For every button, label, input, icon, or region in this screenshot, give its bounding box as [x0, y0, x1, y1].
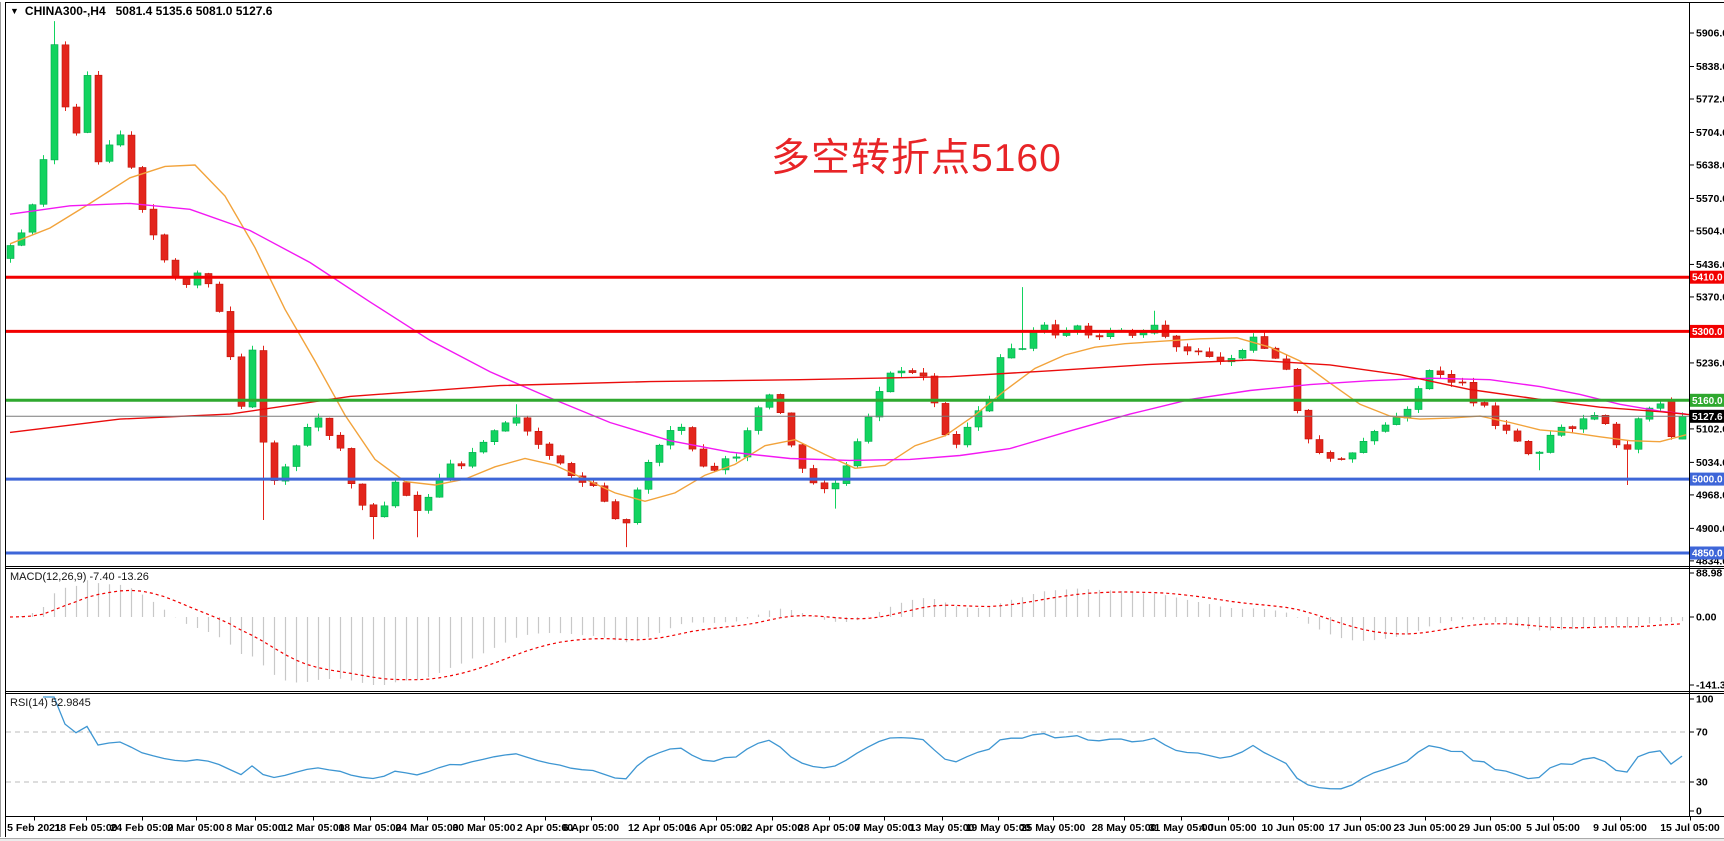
- rsi-value: 52.9845: [50, 697, 91, 709]
- y-axis-label: 5638.0: [1696, 159, 1724, 171]
- price-tag-label: 5160.0: [1692, 396, 1723, 407]
- y-axis-label: 5906.0: [1696, 28, 1724, 40]
- symbol-period-label: CHINA300-,H4: [24, 4, 106, 18]
- x-axis-label: 22 Apr 05:00: [741, 822, 803, 834]
- x-axis-label: 2 Apr 05:00: [517, 822, 573, 834]
- x-axis-label: 25 May 05:00: [1021, 822, 1086, 834]
- rsi-axis-label: 100: [1696, 694, 1714, 706]
- x-axis-label: 9 Jul 05:00: [1593, 822, 1647, 834]
- x-axis-label: 15 Jul 05:00: [1660, 822, 1720, 834]
- x-axis-label: 10 Jun 05:00: [1261, 822, 1324, 834]
- price-tag-label: 5300.0: [1692, 327, 1723, 338]
- y-axis-label: 4900.0: [1696, 523, 1724, 535]
- x-axis-label: 18 Mar 05:00: [338, 822, 401, 834]
- x-axis-label: 5 Jul 05:00: [1526, 822, 1580, 834]
- rsi-line: [43, 696, 1683, 790]
- x-axis-label: 16 Apr 05:00: [685, 822, 747, 834]
- main-price-pane[interactable]: [6, 21, 1689, 555]
- x-axis-label: 12 Apr 05:00: [628, 822, 690, 834]
- price-tag: 5410.0: [1690, 270, 1724, 284]
- y-axis-label: 5102.0: [1696, 423, 1724, 435]
- annotation-text: 多空转折点5160: [771, 137, 1062, 180]
- rsi-axis-label: 30: [1696, 777, 1708, 789]
- price-tag: 5127.6: [1690, 409, 1724, 423]
- x-axis-label: 31 May 05:00: [1149, 822, 1214, 834]
- macd-main-value: -7.40: [89, 571, 115, 583]
- x-axis-label: 6 Apr 05:00: [563, 822, 619, 834]
- x-axis-label: 12 Mar 05:00: [281, 822, 344, 834]
- x-axis-label: 13 May 05:00: [910, 822, 975, 834]
- x-axis-label: 28 May 05:00: [1092, 822, 1157, 834]
- y-axis-label: 5704.0: [1696, 127, 1724, 139]
- rsi-name: RSI(14): [10, 697, 48, 709]
- macd-indicator-label: MACD(12,26,9) -7.40 -13.26: [10, 571, 149, 583]
- y-axis-label: 5034.0: [1696, 457, 1724, 469]
- macd-name: MACD(12,26,9): [10, 571, 87, 583]
- y-axis-label: 5570.0: [1696, 193, 1724, 205]
- x-axis-label: 8 Mar 05:00: [226, 822, 283, 834]
- y-axis-label: 5504.0: [1696, 225, 1724, 237]
- x-axis-label: 23 Jun 05:00: [1393, 822, 1456, 834]
- price-tag: 4850.0: [1690, 546, 1724, 560]
- x-axis-label: 19 May 05:00: [966, 822, 1031, 834]
- x-axis-label: 24 Mar 05:00: [395, 822, 458, 834]
- y-axis-label: 5772.0: [1696, 93, 1724, 105]
- macd-signal-line: [9, 589, 1683, 681]
- macd-axis-label: 88.98: [1696, 568, 1722, 580]
- ma-fast-orange: [9, 164, 1687, 503]
- x-axis-label: 4 Jun 05:00: [1199, 822, 1256, 834]
- price-tag: 5160.0: [1690, 393, 1724, 407]
- price-tag-label: 4850.0: [1692, 549, 1723, 560]
- rsi-pane[interactable]: [6, 696, 1689, 790]
- price-axis[interactable]: 5906.0 5838.0 5772.0 5704.0 5638.0 5570.0 5504…: [1689, 28, 1724, 818]
- x-axis-label: 17 Jun 05:00: [1328, 822, 1391, 834]
- symbol-dropdown-icon[interactable]: ▼: [10, 6, 19, 16]
- ohlc-values: 5081.4 5135.6 5081.0 5127.6: [115, 4, 273, 18]
- x-axis-label: 29 Jun 05:00: [1458, 822, 1521, 834]
- y-axis-label: 5370.0: [1696, 291, 1724, 303]
- x-axis-label: 2 Mar 05:00: [167, 822, 224, 834]
- x-axis-label: 7 May 05:00: [855, 822, 914, 834]
- y-axis-label: 5838.0: [1696, 61, 1724, 73]
- rsi-indicator-label: RSI(14) 52.9845: [10, 697, 91, 709]
- macd-axis-label: 0.00: [1696, 612, 1717, 624]
- x-axis-label: 24 Feb 05:00: [110, 822, 173, 834]
- y-axis-label: 5236.0: [1696, 357, 1724, 369]
- y-axis-label: 4968.0: [1696, 489, 1724, 501]
- x-axis-label: 30 Mar 05:00: [452, 822, 515, 834]
- price-tag-label: 5000.0: [1692, 475, 1723, 486]
- chart-title: ▼ CHINA300-,H4 5081.4 5135.6 5081.0 5127.6: [10, 4, 272, 18]
- price-tag-label: 5410.0: [1692, 273, 1723, 284]
- x-axis-label: 28 Apr 05:00: [798, 822, 860, 834]
- candles: [6, 21, 1687, 548]
- horizontal-levels: [6, 275, 1689, 555]
- macd-pane[interactable]: [9, 580, 1684, 685]
- price-tag-label: 5127.6: [1692, 412, 1723, 423]
- macd-signal-value: -13.26: [117, 571, 149, 583]
- price-tag: 5300.0: [1690, 324, 1724, 338]
- x-axis-label: 5 Feb 2021: [7, 822, 61, 834]
- x-axis-label: 18 Feb 05:00: [54, 822, 117, 834]
- rsi-axis-label: 0: [1696, 806, 1702, 818]
- macd-axis-label: -141.39: [1696, 680, 1724, 692]
- rsi-axis-label: 70: [1696, 727, 1708, 739]
- y-axis-label: 5436.0: [1696, 259, 1724, 271]
- moving-averages: [9, 164, 1689, 503]
- ma-slow-magenta: [9, 202, 1687, 462]
- price-tag: 5000.0: [1690, 472, 1724, 486]
